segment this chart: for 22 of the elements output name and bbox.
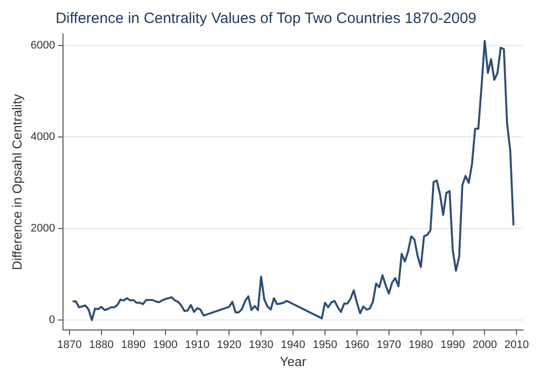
x-tick-label: 1900 bbox=[153, 338, 178, 351]
x-tick-label: 1890 bbox=[121, 338, 146, 351]
x-tick-label: 1870 bbox=[57, 338, 82, 351]
x-tick-label: 1950 bbox=[312, 338, 338, 351]
x-tick-label: 1970 bbox=[376, 338, 402, 351]
x-tick-label: 1960 bbox=[344, 338, 370, 351]
x-tick-label: 2010 bbox=[504, 338, 529, 351]
x-axis-title: Year bbox=[280, 354, 307, 369]
x-tick-label: 1920 bbox=[216, 338, 242, 351]
x-tick-label: 1880 bbox=[89, 338, 114, 351]
y-tick-label: 2000 bbox=[30, 222, 56, 235]
y-tick-label: 6000 bbox=[30, 39, 56, 52]
x-tick-label: 1910 bbox=[184, 338, 210, 351]
chart-title: Difference in Centrality Values of Top Two Countries 1870-2009 bbox=[56, 10, 476, 28]
y-tick-label: 4000 bbox=[30, 131, 56, 144]
x-tick-label: 2000 bbox=[472, 338, 497, 351]
y-axis-title: Difference in Opsahl Centrality bbox=[9, 94, 24, 270]
x-tick-label: 1940 bbox=[280, 338, 306, 351]
x-tick-label: 1980 bbox=[408, 338, 434, 351]
x-tick-label: 1930 bbox=[248, 338, 274, 351]
y-tick-label: 0 bbox=[48, 314, 56, 326]
x-tick-label: 1990 bbox=[440, 338, 466, 351]
